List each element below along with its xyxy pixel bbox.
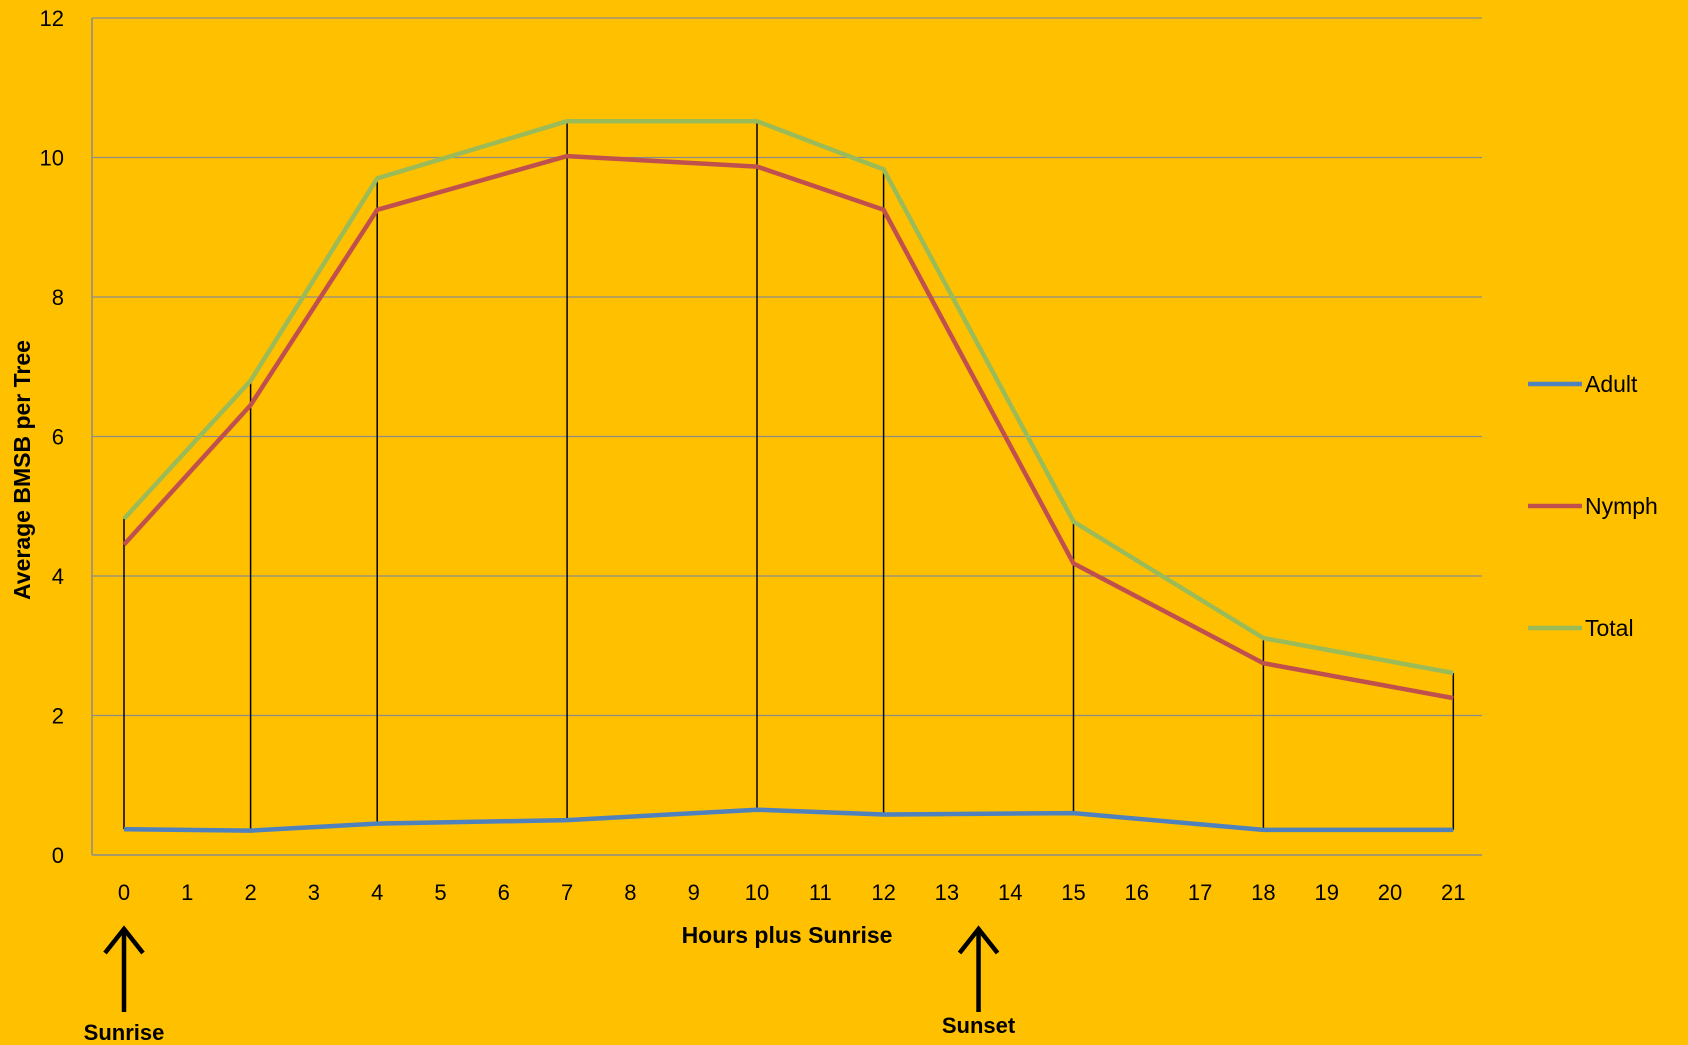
y-tick-label: 12 (40, 6, 64, 31)
x-tick-label: 10 (745, 880, 769, 905)
annotations: Sunrise Sunset (84, 925, 1016, 1045)
x-tick-label: 12 (871, 880, 895, 905)
x-tick-label: 20 (1378, 880, 1402, 905)
y-tick-label: 8 (52, 285, 64, 310)
x-tick-label: 0 (118, 880, 130, 905)
x-tick-label: 2 (244, 880, 256, 905)
series-line-nymph (122, 153, 1454, 701)
x-tick-label: 7 (561, 880, 573, 905)
x-tick-label: 16 (1125, 880, 1149, 905)
x-tick-label: 21 (1441, 880, 1465, 905)
x-tick-label: 11 (809, 880, 832, 905)
sunset-marker: Sunset (942, 925, 1016, 1038)
x-tick-label: 9 (688, 880, 700, 905)
x-tick-label: 4 (371, 880, 383, 905)
sunset-label: Sunset (942, 1013, 1016, 1038)
x-tick-label: 6 (498, 880, 510, 905)
y-axis-title: Average BMSB per Tree (9, 340, 35, 600)
x-tick-label: 8 (624, 880, 636, 905)
x-tick-label: 3 (308, 880, 320, 905)
arrow-head-icon (103, 925, 145, 955)
legend-label-total: Total (1585, 615, 1634, 641)
x-tick-label: 19 (1314, 880, 1338, 905)
axes (91, 18, 1482, 856)
sunrise-marker: Sunrise (84, 925, 165, 1045)
x-tick-label: 1 (181, 880, 193, 905)
arrow-head-icon (957, 925, 1000, 955)
x-tick-label: 14 (998, 880, 1022, 905)
x-tick-label: 5 (434, 880, 446, 905)
legend-label-nymph: Nymph (1585, 493, 1658, 519)
x-tick-label: 18 (1251, 880, 1275, 905)
legend-label-adult: Adult (1585, 371, 1638, 397)
drop-lines (123, 121, 1455, 831)
x-tick-label: 17 (1188, 880, 1212, 905)
gridlines (92, 17, 1482, 717)
y-tick-label: 0 (52, 843, 64, 868)
y-tick-label: 6 (52, 425, 64, 450)
series-line-adult (123, 807, 1454, 833)
legend: Adult Nymph Total (1528, 371, 1658, 641)
series-line-total (122, 118, 1454, 676)
y-tick-label: 10 (40, 146, 64, 171)
x-axis-title: Hours plus Sunrise (682, 922, 893, 948)
x-tick-label: 13 (935, 880, 959, 905)
sunrise-label: Sunrise (84, 1020, 165, 1045)
y-tick-label: 2 (52, 704, 64, 729)
series-lines (122, 118, 1454, 833)
y-tick-label: 4 (52, 564, 64, 589)
x-tick-label: 15 (1061, 880, 1085, 905)
